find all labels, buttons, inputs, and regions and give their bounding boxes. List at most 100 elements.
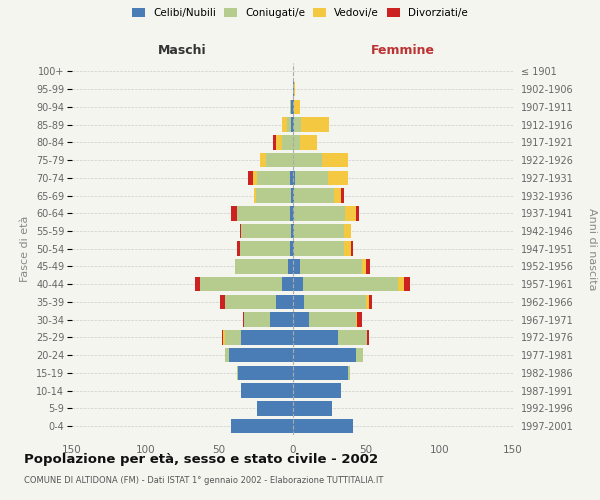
Text: Popolazione per età, sesso e stato civile - 2002: Popolazione per età, sesso e stato civil…	[24, 452, 378, 466]
Bar	[282, 135, 293, 150]
Bar	[294, 242, 344, 256]
Bar	[295, 170, 328, 185]
Bar	[290, 100, 291, 114]
Bar	[334, 188, 341, 203]
Bar	[241, 330, 293, 344]
Bar	[241, 384, 293, 398]
Bar	[356, 206, 359, 220]
Bar	[357, 312, 362, 327]
Bar	[293, 242, 294, 256]
Bar	[293, 312, 308, 327]
Bar	[293, 224, 294, 238]
Bar	[231, 206, 236, 220]
Bar	[294, 118, 301, 132]
Bar	[222, 330, 223, 344]
Bar	[282, 118, 287, 132]
Bar	[293, 170, 295, 185]
Bar	[293, 206, 294, 220]
Bar	[308, 312, 356, 327]
Bar	[248, 170, 253, 185]
Bar	[293, 118, 294, 132]
Y-axis label: Anni di nascita: Anni di nascita	[587, 208, 598, 290]
Bar	[220, 294, 225, 309]
Bar	[253, 170, 257, 185]
Bar	[369, 294, 372, 309]
Bar	[293, 82, 294, 96]
Bar	[362, 259, 366, 274]
Bar	[287, 118, 291, 132]
Bar	[238, 366, 293, 380]
Bar	[293, 366, 349, 380]
Bar	[291, 100, 293, 114]
Bar	[256, 188, 291, 203]
Bar	[294, 100, 300, 114]
Bar	[225, 294, 277, 309]
Bar	[303, 277, 398, 291]
Bar	[344, 242, 352, 256]
Bar	[241, 224, 291, 238]
Bar	[200, 277, 282, 291]
Bar	[290, 206, 293, 220]
Bar	[257, 401, 293, 415]
Bar	[367, 330, 369, 344]
Bar	[293, 419, 353, 434]
Bar	[404, 277, 410, 291]
Bar	[266, 153, 293, 168]
Bar	[293, 294, 304, 309]
Bar	[293, 188, 294, 203]
Bar	[225, 330, 241, 344]
Bar	[300, 135, 317, 150]
Bar	[293, 277, 303, 291]
Bar	[322, 153, 349, 168]
Bar	[356, 348, 363, 362]
Bar	[291, 188, 293, 203]
Bar	[293, 384, 341, 398]
Bar	[293, 135, 300, 150]
Bar	[293, 330, 338, 344]
Text: COMUNE DI ALTIDONA (FM) - Dati ISTAT 1° gennaio 2002 - Elaborazione TUTTITALIA.I: COMUNE DI ALTIDONA (FM) - Dati ISTAT 1° …	[24, 476, 383, 485]
Bar	[277, 294, 293, 309]
Bar	[223, 330, 225, 344]
Bar	[300, 259, 362, 274]
Bar	[271, 312, 293, 327]
Bar	[366, 259, 370, 274]
Bar	[225, 348, 229, 362]
Bar	[293, 153, 322, 168]
Legend: Celibi/Nubili, Coniugati/e, Vedovi/e, Divorziati/e: Celibi/Nubili, Coniugati/e, Vedovi/e, Di…	[129, 5, 471, 21]
Bar	[235, 259, 288, 274]
Bar	[231, 419, 293, 434]
Text: Maschi: Maschi	[158, 44, 206, 57]
Bar	[301, 118, 329, 132]
Bar	[239, 224, 241, 238]
Bar	[274, 135, 277, 150]
Bar	[346, 206, 356, 220]
Bar	[277, 135, 282, 150]
Bar	[229, 348, 293, 362]
Bar	[290, 170, 293, 185]
Bar	[352, 242, 353, 256]
Bar	[244, 312, 271, 327]
Y-axis label: Fasce di età: Fasce di età	[20, 216, 31, 282]
Bar	[398, 277, 404, 291]
Text: Femmine: Femmine	[371, 44, 435, 57]
Bar	[294, 188, 334, 203]
Bar	[293, 401, 332, 415]
Bar	[304, 294, 366, 309]
Bar	[288, 259, 293, 274]
Bar	[291, 224, 293, 238]
Bar	[349, 366, 350, 380]
Bar	[293, 348, 356, 362]
Bar	[290, 242, 293, 256]
Bar	[236, 366, 238, 380]
Bar	[236, 242, 239, 256]
Bar	[196, 277, 200, 291]
Bar	[293, 100, 294, 114]
Bar	[294, 206, 346, 220]
Bar	[294, 82, 295, 96]
Bar	[254, 188, 256, 203]
Bar	[293, 259, 300, 274]
Bar	[291, 118, 293, 132]
Bar	[242, 312, 244, 327]
Bar	[236, 206, 290, 220]
Bar	[260, 153, 266, 168]
